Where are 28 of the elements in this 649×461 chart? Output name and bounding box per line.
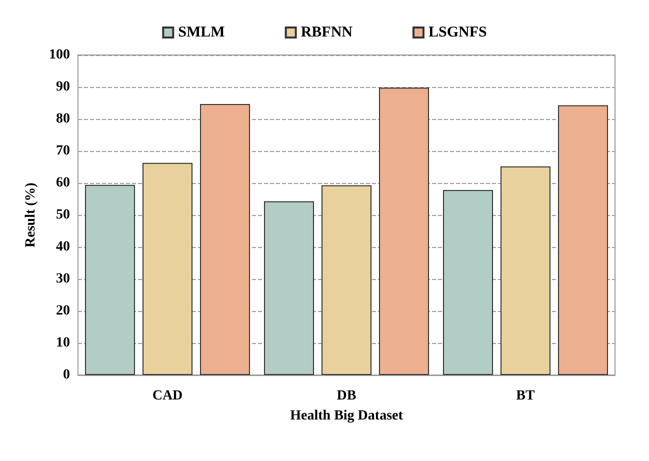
y-tick-label: 30 <box>56 272 70 286</box>
y-tick-label: 80 <box>56 112 70 126</box>
y-tick-label: 70 <box>56 144 70 158</box>
bar <box>558 105 608 375</box>
y-tick-label: 0 <box>63 368 70 382</box>
bar <box>85 184 135 375</box>
bar <box>379 88 429 375</box>
y-tick-label: 90 <box>56 80 70 94</box>
y-tick-label: 20 <box>56 304 70 318</box>
bar <box>264 201 314 375</box>
bar <box>443 190 493 375</box>
y-axis-title: Result (%) <box>24 182 39 248</box>
legend-label: RBFNN <box>300 24 353 40</box>
legend-label: LSGNFS <box>428 24 487 40</box>
x-tick-label: DB <box>336 388 356 404</box>
x-tick-label: BT <box>516 388 536 404</box>
y-tick-label: 50 <box>56 208 70 222</box>
bar <box>322 185 372 375</box>
bar <box>142 162 192 375</box>
legend-label: SMLM <box>178 24 225 40</box>
y-tick-label: 100 <box>49 48 70 62</box>
y-tick-label: 60 <box>56 176 70 190</box>
x-axis-title: Health Big Dataset <box>290 408 404 424</box>
y-tick-label: 10 <box>56 336 70 350</box>
bar <box>200 104 250 375</box>
bar <box>500 166 550 375</box>
x-tick-label: CAD <box>152 388 183 404</box>
y-tick-label: 40 <box>56 240 70 254</box>
